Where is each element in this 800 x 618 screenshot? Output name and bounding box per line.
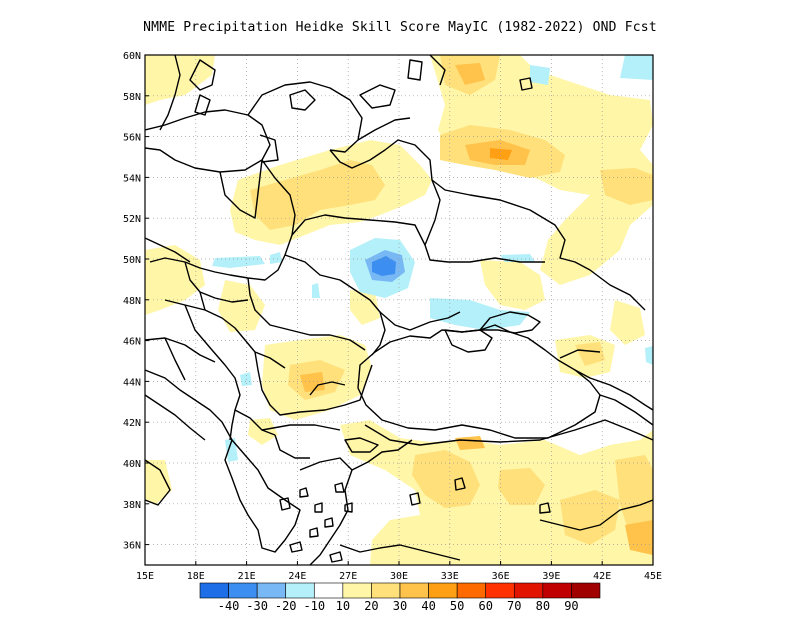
lat-tick-label: 50N <box>123 255 141 266</box>
lat-tick-label: 36N <box>123 541 141 552</box>
lon-tick-label: 33E <box>441 571 459 582</box>
colorbar-label: 10 <box>336 599 350 613</box>
colorbar-swatch <box>456 582 487 599</box>
colorbar-swatch <box>285 582 315 599</box>
shading-40-50 <box>490 148 512 160</box>
lon-tick-label: 36E <box>492 571 510 582</box>
colorbar-label: -20 <box>275 599 297 613</box>
colorbar-label: 50 <box>450 599 464 613</box>
lat-tick-label: 40N <box>123 459 141 470</box>
colorbar-label: 70 <box>507 599 521 613</box>
lat-tick-label: 54N <box>123 173 141 184</box>
colorbar-swatch <box>513 582 544 599</box>
colorbar-swatch <box>228 582 258 599</box>
colorbar-swatch <box>485 582 515 599</box>
lat-tick-label: 52N <box>123 214 141 225</box>
colorbar-swatch <box>542 582 572 599</box>
lon-tick-label: 42E <box>593 571 611 582</box>
colorbar-label: -30 <box>246 599 268 613</box>
lat-tick-label: 56N <box>123 133 141 144</box>
colorbar-label: 30 <box>393 599 407 613</box>
colorbar-swatch <box>428 582 458 599</box>
lat-tick-label: 44N <box>123 377 141 388</box>
lat-tick-label: 58N <box>123 92 141 103</box>
colorbar-swatch <box>256 582 287 599</box>
lat-tick-label: 48N <box>123 296 141 307</box>
lon-tick-label: 24E <box>288 571 306 582</box>
lon-tick-label: 27E <box>339 571 357 582</box>
colorbar-label: 40 <box>421 599 435 613</box>
lon-tick-label: 15E <box>136 571 154 582</box>
colorbar-label: -40 <box>218 599 240 613</box>
lon-tick-label: 45E <box>644 571 662 582</box>
colorbar-label: 90 <box>564 599 578 613</box>
shading-layer <box>145 55 653 565</box>
lon-tick-label: 30E <box>390 571 408 582</box>
lat-tick-label: 42N <box>123 418 141 429</box>
colorbar-swatch <box>199 582 229 599</box>
colorbar-label: 80 <box>536 599 550 613</box>
chart-title: NMME Precipitation Heidke Skill Score Ma… <box>143 20 657 35</box>
coastlines-borders <box>145 55 653 565</box>
colorbar-swatch <box>313 582 344 599</box>
colorbar: -40 -30 -20 -10 10 20 30 40 50 60 70 80 90 <box>199 582 601 613</box>
lon-tick-label: 39E <box>542 571 560 582</box>
lon-tick-label: 21E <box>238 571 256 582</box>
colorbar-label: 20 <box>364 599 378 613</box>
colorbar-swatch <box>399 582 429 599</box>
axis-ticks: 15E 18E 21E 24E 27E 30E 33E 36E 39E 42E 45E 36N 38N 4… <box>123 51 662 582</box>
lat-tick-label: 38N <box>123 500 141 511</box>
colorbar-label: 60 <box>478 599 492 613</box>
lat-lon-grid <box>145 55 653 565</box>
shading-neg30 <box>372 256 396 276</box>
colorbar-swatch <box>571 582 601 599</box>
lon-tick-label: 18E <box>187 571 205 582</box>
colorbar-swatch <box>371 582 401 599</box>
shading-20-30 <box>250 55 653 545</box>
lat-tick-label: 46N <box>123 337 141 348</box>
colorbar-label: -10 <box>303 599 325 613</box>
colorbar-swatch <box>342 582 372 599</box>
lat-tick-label: 60N <box>123 51 141 62</box>
